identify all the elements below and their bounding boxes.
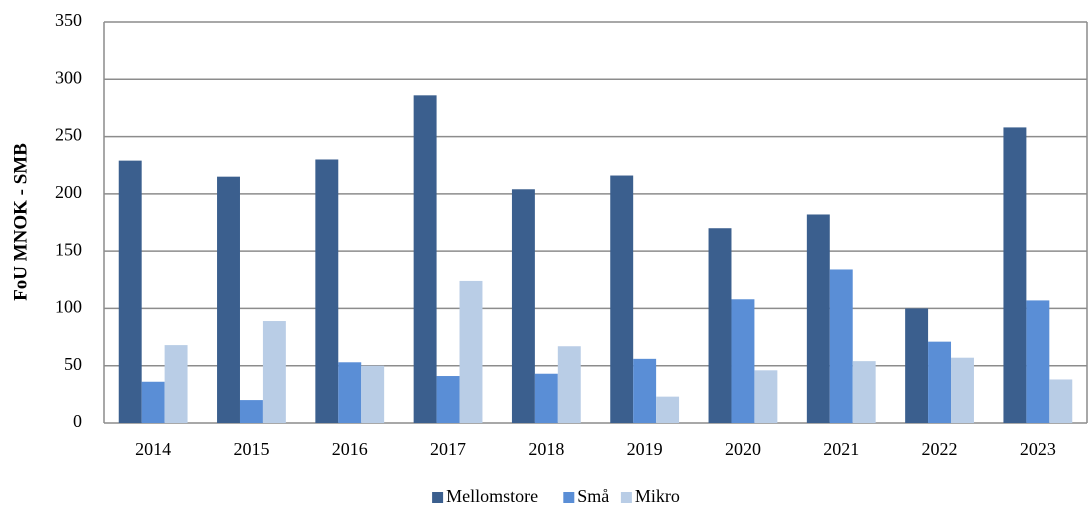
x-tick-label: 2017 xyxy=(430,439,466,459)
bar xyxy=(315,159,339,423)
bar xyxy=(534,373,558,423)
x-tick-label: 2014 xyxy=(135,439,171,459)
y-tick-label: 350 xyxy=(55,10,82,30)
bar xyxy=(164,345,188,423)
bar xyxy=(338,362,362,423)
bar xyxy=(951,357,974,423)
bar xyxy=(413,95,437,423)
legend-swatch xyxy=(432,492,444,503)
bar xyxy=(436,376,460,423)
bar xyxy=(1026,300,1050,423)
bar xyxy=(633,358,657,423)
bar xyxy=(1049,379,1073,423)
bar xyxy=(829,269,853,423)
x-tick-label: 2019 xyxy=(627,439,663,459)
bar xyxy=(656,396,680,423)
y-axis-title: FoU MNOK - SMB xyxy=(10,143,31,301)
legend-swatch xyxy=(563,492,575,503)
bar xyxy=(928,341,952,423)
bar xyxy=(262,321,286,423)
x-tick-label: 2018 xyxy=(528,439,564,459)
bar xyxy=(557,346,581,423)
legend-label: Mellomstore xyxy=(446,486,538,506)
x-tick-label: 2016 xyxy=(332,439,368,459)
x-tick-label: 2021 xyxy=(823,439,859,459)
legend-swatch xyxy=(620,492,632,503)
x-tick-label: 2023 xyxy=(1020,439,1056,459)
y-tick-label: 50 xyxy=(64,354,82,374)
y-tick-label: 0 xyxy=(73,411,82,431)
legend-label: Små xyxy=(577,486,609,506)
x-tick-label: 2020 xyxy=(725,439,761,459)
bar xyxy=(217,176,240,423)
bar xyxy=(1003,127,1027,424)
y-tick-label: 100 xyxy=(55,297,82,317)
bar xyxy=(731,299,755,423)
bar xyxy=(239,400,263,423)
bar xyxy=(118,160,142,424)
bar xyxy=(905,308,929,423)
y-tick-label: 250 xyxy=(55,125,82,145)
bar xyxy=(141,381,165,423)
bar xyxy=(754,370,778,423)
bar xyxy=(852,361,876,423)
bar xyxy=(511,189,535,423)
x-tick-label: 2015 xyxy=(233,439,269,459)
legend-label: Mikro xyxy=(635,486,680,506)
bar xyxy=(610,175,634,423)
y-tick-label: 200 xyxy=(55,182,82,202)
y-tick-label: 300 xyxy=(55,67,82,87)
x-tick-label: 2022 xyxy=(922,439,958,459)
bar xyxy=(459,280,483,423)
y-tick-label: 150 xyxy=(55,239,82,259)
bar xyxy=(361,365,385,423)
bar xyxy=(806,214,830,423)
bar xyxy=(708,228,732,423)
